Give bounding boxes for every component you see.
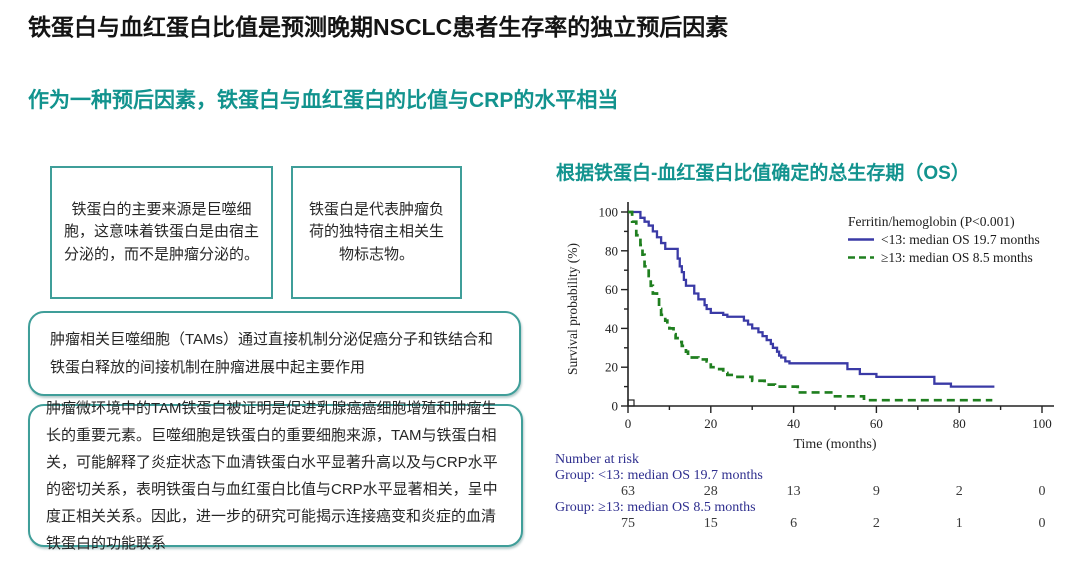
origin-marker [627,399,635,407]
slide-title: 铁蛋白与血红蛋白比值是预测晚期NSCLC患者生存率的独立预后因素 [28,14,729,40]
risk-count: 28 [703,484,718,499]
x-tick-label: 60 [870,416,883,431]
ferritin-source-text: 铁蛋白的主要来源是巨噬细胞，这意味着铁蛋白是由宿主分泌的，而不是肿瘤分泌的。 [64,200,260,263]
slide-subtitle: 作为一种预后因素，铁蛋白与血红蛋白的比值与CRP的水平相当 [28,89,619,112]
risk-group-2-label: Group: ≥13: median OS 8.5 months [555,500,756,515]
tam-ferritin-text: 肿瘤微环境中的TAM铁蛋白被证明是促进乳腺癌癌细胞增殖和肿瘤生长的重要元素。巨噬… [46,399,498,552]
tam-ferritin-note: 肿瘤微环境中的TAM铁蛋白被证明是促进乳腺癌癌细胞增殖和肿瘤生长的重要元素。巨噬… [28,400,523,552]
risk-group-1-counts: 63 28 13 9 2 0 [555,484,1070,500]
ferritin-biomarker-text: 铁蛋白是代表肿瘤负荷的独特宿主相关生物标志物。 [308,200,444,263]
legend-title: Ferritin/hemoglobin (P<0.001) [848,214,1015,229]
risk-count: 0 [1038,516,1046,531]
risk-count: 75 [621,516,635,531]
ferritin-biomarker-box: 铁蛋白是代表肿瘤负荷的独特宿主相关生物标志物。 [291,166,462,299]
risk-count: 9 [872,484,880,499]
km-curve-lt13 [628,210,995,388]
tams-mechanism-note: 肿瘤相关巨噬细胞（TAMs）通过直接机制分泌促癌分子和铁结合和铁蛋白释放的间接机… [28,311,521,396]
tams-mechanism-text: 肿瘤相关巨噬细胞（TAMs）通过直接机制分泌促癌分子和铁结合和铁蛋白释放的间接机… [50,330,494,376]
y-axis-label: Survival probability (%) [565,243,580,375]
y-tick-label: 0 [612,399,619,414]
km-chart: 0 20 40 60 80 100 0 20 40 60 80 100 Survival probabi… [555,192,1070,452]
risk-count: 2 [955,484,963,499]
number-at-risk-heading: Number at risk [555,452,639,467]
x-tick-label: 100 [1032,416,1052,431]
risk-count: 63 [621,484,635,499]
x-tick-label: 40 [787,416,800,431]
risk-count: 15 [703,516,718,531]
chart-title: 根据铁蛋白-血红蛋白比值确定的总生存期（OS） [556,163,970,184]
risk-count: 2 [872,516,880,531]
x-tick-label: 20 [704,416,717,431]
y-tick-label: 40 [605,321,618,336]
risk-count: 6 [790,516,798,531]
risk-count: 0 [1038,484,1046,499]
y-tick-label: 100 [599,205,619,220]
x-tick-label: 0 [625,416,632,431]
risk-count: 1 [955,516,963,531]
y-tick-label: 60 [605,282,618,297]
risk-group-1-label: Group: <13: median OS 19.7 months [555,468,763,483]
legend-entry-label: ≥13: median OS 8.5 months [881,250,1033,265]
y-tick-label: 20 [605,360,618,375]
risk-group-2-counts: 75 15 6 2 1 0 [555,516,1070,532]
x-axis-label: Time (months) [793,437,876,452]
y-tick-label: 80 [605,243,618,258]
risk-count: 13 [786,484,801,499]
ferritin-source-box: 铁蛋白的主要来源是巨噬细胞，这意味着铁蛋白是由宿主分泌的，而不是肿瘤分泌的。 [50,166,273,299]
legend-entry-label: <13: median OS 19.7 months [881,232,1040,247]
km-curve-ge13 [628,210,993,402]
x-tick-label: 80 [953,416,966,431]
km-survival-plot: 0 20 40 60 80 100 0 20 40 60 80 100 Survival probabi… [565,202,1054,452]
number-at-risk-block: Number at risk Group: <13: median OS 19.… [555,452,1070,532]
